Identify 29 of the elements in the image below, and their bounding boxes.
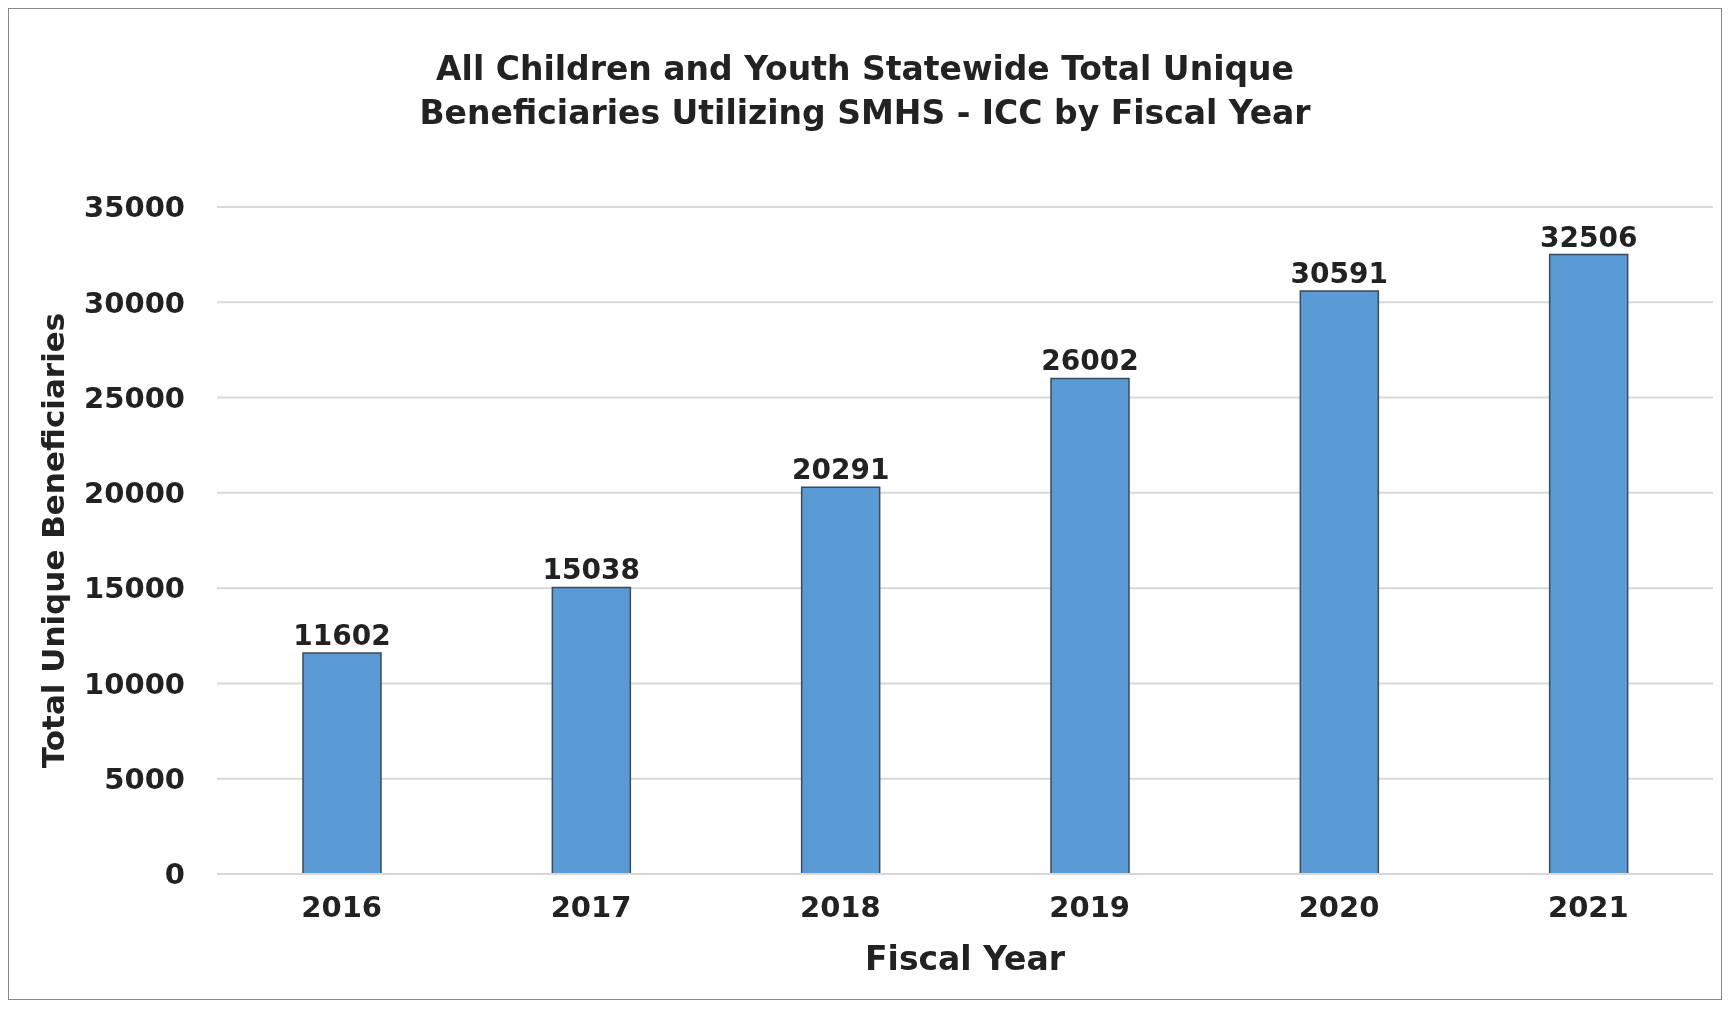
y-tick-label: 25000: [84, 380, 185, 415]
x-tick-label: 2020: [1298, 889, 1380, 924]
x-tick-label: 2018: [799, 889, 881, 924]
data-label: 32506: [1539, 220, 1638, 254]
y-tick-label: 0: [164, 857, 185, 892]
bar: [302, 652, 382, 874]
y-tick-label: 35000: [84, 190, 185, 225]
y-axis-title: Total Unique Beneficiaries: [35, 312, 72, 769]
x-tick-label: 2017: [550, 889, 632, 924]
x-axis-title: Fiscal Year: [865, 939, 1066, 978]
data-label: 11602: [293, 618, 391, 652]
x-tick-label: 2019: [1049, 889, 1131, 924]
bar: [800, 486, 881, 874]
chart-title: All Children and Youth Statewide Total Unique Beneficiaries Utilizing SMHS - ICC by Fiscal Year: [418, 48, 1312, 134]
x-tick-label: 2021: [1547, 889, 1629, 924]
y-tick-label: 30000: [84, 285, 185, 320]
data-label: 30591: [1290, 257, 1389, 291]
y-tick-label: 20000: [84, 476, 185, 511]
bar: [1548, 253, 1629, 874]
x-tick-label: 2016: [301, 889, 383, 924]
y-tick-label: 15000: [84, 571, 185, 606]
y-tick-label: 5000: [104, 762, 185, 797]
bar: [551, 586, 632, 874]
y-tick-label: 10000: [84, 666, 185, 701]
bar: [1050, 377, 1130, 874]
data-label: 20291: [791, 453, 890, 487]
bar: [1299, 290, 1380, 874]
data-label: 15038: [542, 553, 641, 587]
data-label: 26002: [1041, 344, 1139, 378]
